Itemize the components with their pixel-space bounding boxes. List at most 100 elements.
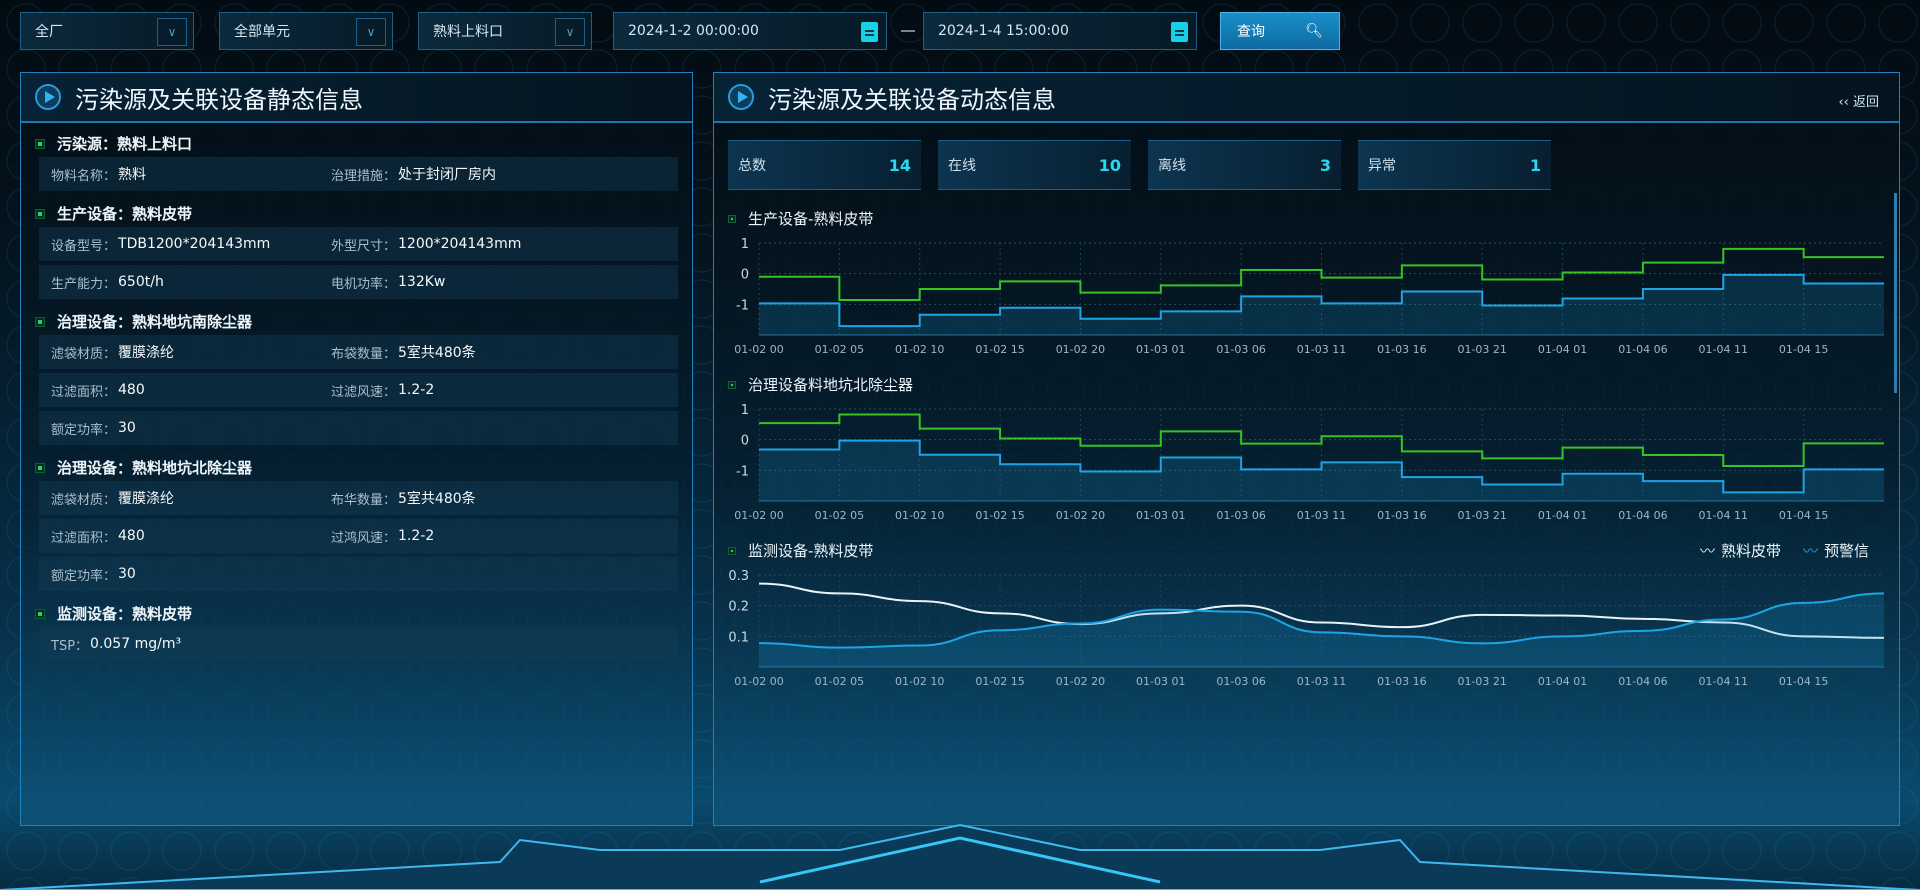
section-name: 熟料地坑南除尘器 — [132, 313, 253, 331]
series-area — [759, 274, 1884, 335]
field-value: 覆膜涤纶 — [118, 491, 175, 507]
chevron-down-icon[interactable]: ∨ — [157, 18, 187, 46]
wave-icon: 〰 — [1699, 542, 1715, 560]
info-field: 外型尺寸： 1200*204143mm — [331, 235, 521, 254]
y-tick-label: 0 — [741, 434, 749, 449]
x-tick-label: 01-04 01 — [1538, 675, 1587, 688]
stat-label: 异常 — [1368, 158, 1396, 174]
panel-title: 污染源及关联设备动态信息 — [768, 85, 1056, 114]
stat-value: 1 — [1529, 155, 1541, 175]
field-value: 5室共480条 — [398, 345, 476, 361]
field-value: 650t/h — [118, 274, 164, 290]
stat-online: 在线 10 — [938, 140, 1131, 190]
series-line — [758, 592, 1885, 649]
field-value: 处于封闭厂房内 — [398, 167, 497, 183]
chart-title: 监测设备-熟料皮带 — [748, 542, 874, 560]
series-line — [759, 439, 1884, 494]
x-tick-label: 01-02 20 — [1056, 343, 1105, 356]
chart-legend: 〰熟料皮带 〰预警信 — [1700, 540, 1869, 561]
legend-item[interactable]: 〰熟料皮带 — [1700, 540, 1781, 561]
section-heading: 污染源： 熟料上料口 — [35, 133, 192, 154]
info-field: 设备型号： TDB1200*204143mm — [51, 235, 270, 254]
start-date-input[interactable]: 2024-1-2 00:00:00 — [613, 12, 887, 50]
x-tick-label: 01-04 06 — [1618, 509, 1667, 522]
y-tick-label: 1 — [741, 237, 749, 252]
field-label: 布袋数量： — [331, 346, 397, 362]
info-field: 治理措施： 处于封闭厂房内 — [331, 164, 496, 184]
y-tick-label: -1 — [736, 464, 749, 479]
x-tick-label: 01-03 01 — [1136, 675, 1185, 688]
x-tick-label: 01-04 11 — [1699, 343, 1748, 356]
chevron-down-icon[interactable]: ∨ — [555, 18, 585, 46]
back-button[interactable]: ‹‹ 返回 — [1838, 91, 1879, 110]
chart-title-collector: 治理设备料地坑北除尘器 — [728, 374, 913, 395]
x-tick-label: 01-03 06 — [1216, 343, 1265, 356]
field-value: 覆膜涤纶 — [118, 345, 175, 361]
x-tick-label: 01-02 00 — [734, 343, 783, 356]
scrollbar[interactable] — [1894, 193, 1897, 393]
x-tick-label: 01-03 11 — [1297, 675, 1346, 688]
field-value: 480 — [118, 382, 145, 398]
plant-select[interactable]: 全厂 ∨ — [20, 12, 194, 50]
x-tick-label: 01-04 15 — [1779, 343, 1828, 356]
calendar-icon[interactable] — [1171, 22, 1188, 42]
query-label: 查询 — [1237, 24, 1265, 40]
info-field: 过滤面积： 480 — [51, 527, 145, 546]
back-label: 返回 — [1852, 95, 1879, 110]
legend-label: 预警信 — [1823, 542, 1869, 560]
section-label: 监测设备： — [57, 605, 133, 623]
info-field: 过滤风速： 1.2-2 — [331, 381, 434, 400]
x-tick-label: 01-02 05 — [815, 675, 864, 688]
bullet-icon — [35, 316, 45, 327]
chart-title-production: 生产设备-熟料皮带 — [728, 208, 873, 229]
bullet-icon — [35, 208, 45, 219]
series-line — [759, 247, 1884, 302]
chevron-down-icon[interactable]: ∨ — [356, 18, 386, 46]
x-tick-label: 01-02 10 — [895, 343, 944, 356]
x-tick-label: 01-02 00 — [734, 509, 783, 522]
field-label: 电机功率： — [331, 276, 397, 292]
calendar-icon[interactable] — [861, 22, 878, 42]
x-tick-label: 01-02 00 — [734, 675, 783, 688]
series-area — [759, 440, 1884, 501]
x-tick-label: 01-03 21 — [1457, 675, 1506, 688]
info-row: TSP： 0.057 mg/m³ — [39, 627, 678, 661]
stat-value: 3 — [1319, 155, 1331, 175]
wave-icon: 〰 — [1802, 542, 1818, 560]
plant-select-value: 全厂 — [35, 24, 63, 40]
info-row: 设备型号： TDB1200*204143mm 外型尺寸： 1200*204143mm — [39, 227, 678, 261]
section-label: 治理设备： — [57, 313, 133, 331]
section-heading: 监测设备： 熟料皮带 — [35, 603, 192, 624]
query-button[interactable]: 查询 🔍︎ — [1220, 12, 1340, 50]
source-select[interactable]: 熟料上料口 ∨ — [418, 12, 592, 50]
legend-item[interactable]: 〰预警信 — [1803, 540, 1869, 561]
bullet-icon — [728, 546, 736, 555]
field-value: 熟料 — [118, 167, 147, 183]
panel-header: 污染源及关联设备动态信息 — [714, 73, 1899, 123]
info-field: TSP： 0.057 mg/m³ — [51, 635, 181, 654]
end-date-input[interactable]: 2024-1-4 15:00:00 — [923, 12, 1197, 50]
date-range-separator — [901, 30, 915, 32]
info-row: 滤袋材质： 覆膜涤纶 布袋数量： 5室共480条 — [39, 335, 678, 369]
unit-select[interactable]: 全部单元 ∨ — [219, 12, 393, 50]
field-value: 30 — [118, 566, 136, 582]
field-value: 0.057 mg/m³ — [90, 636, 182, 652]
section-name: 熟料皮带 — [132, 205, 193, 223]
section-name: 熟料地坑北除尘器 — [132, 459, 253, 477]
field-label: 设备型号： — [51, 238, 117, 254]
series-area — [759, 593, 1884, 667]
x-tick-label: 01-03 01 — [1136, 343, 1185, 356]
chart-title: 生产设备-熟料皮带 — [748, 210, 874, 228]
x-tick-label: 01-02 05 — [815, 509, 864, 522]
info-row: 额定功率： 30 — [39, 411, 678, 445]
dynamic-info-panel: 污染源及关联设备动态信息 ‹‹ 返回 总数 14 在线 10 离线 3 异常 1 生产设… — [713, 72, 1900, 826]
x-tick-label: 01-04 11 — [1699, 509, 1748, 522]
static-info-panel: 污染源及关联设备静态信息 污染源： 熟料上料口 物料名称： 熟料 治理措施： 处于封闭厂房… — [20, 72, 693, 826]
panel-title: 污染源及关联设备静态信息 — [75, 85, 363, 114]
double-chevron-left-icon: ‹‹ — [1838, 95, 1853, 110]
field-value: TDB1200*204143mm — [118, 236, 271, 252]
bullet-icon — [728, 214, 736, 223]
x-tick-label: 01-03 21 — [1457, 509, 1506, 522]
x-tick-label: 01-02 05 — [815, 343, 864, 356]
field-label: 过滤面积： — [51, 530, 117, 546]
